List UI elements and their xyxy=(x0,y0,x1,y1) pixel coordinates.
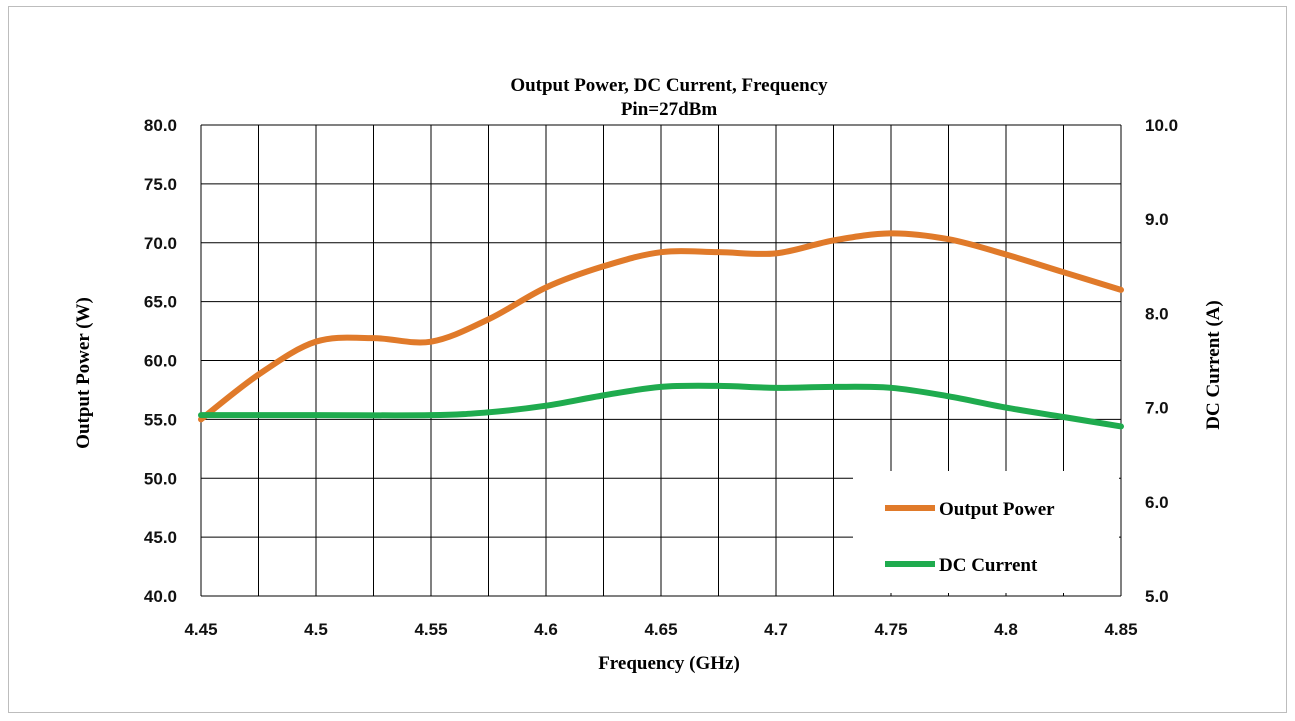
y2-tick-label: 7.0 xyxy=(1145,399,1169,418)
series-line-output-power xyxy=(198,230,1124,423)
legend-label-output-power: Output Power xyxy=(939,499,1055,520)
y2-tick-label: 5.0 xyxy=(1145,587,1169,606)
y-tick-label: 70.0 xyxy=(144,234,177,253)
tick-labels: 4.45 4.5 4.55 4.6 4.65 4.7 4.75 4.8 4.85 40.0 45.0… xyxy=(144,116,1178,639)
y-axis-title: Output Power (W) xyxy=(73,297,94,449)
chart: Output Power DC Current 4.45 4.5 4.55 4.6 4.6… xyxy=(73,75,1224,674)
x-tick-label: 4.5 xyxy=(304,620,328,639)
x-tick-label: 4.65 xyxy=(644,620,677,639)
x-tick-label: 4.45 xyxy=(184,620,217,639)
y2-tick-label: 6.0 xyxy=(1145,493,1169,512)
y-tick-label: 50.0 xyxy=(144,469,177,488)
series xyxy=(198,230,1124,430)
y2-axis-title: DC Current (A) xyxy=(1203,300,1224,429)
y-tick-label: 65.0 xyxy=(144,293,177,312)
y-tick-label: 40.0 xyxy=(144,587,177,606)
legend: Output Power DC Current xyxy=(885,499,1055,576)
x-tick-label: 4.6 xyxy=(534,620,558,639)
y-tick-label: 80.0 xyxy=(144,116,177,135)
x-axis-title: Frequency (GHz) xyxy=(598,653,740,674)
series-line-dc-current xyxy=(198,382,1124,430)
x-tick-label: 4.55 xyxy=(414,620,447,639)
y2-tick-label: 8.0 xyxy=(1145,304,1169,323)
x-tick-label: 4.85 xyxy=(1104,620,1137,639)
chart-subtitle: Pin=27dBm xyxy=(621,99,718,120)
chart-title: Output Power, DC Current, Frequency xyxy=(510,75,828,96)
y-tick-label: 45.0 xyxy=(144,528,177,547)
y-tick-label: 55.0 xyxy=(144,410,177,429)
y-tick-label: 75.0 xyxy=(144,175,177,194)
y2-tick-label: 9.0 xyxy=(1145,210,1169,229)
x-tick-label: 4.75 xyxy=(874,620,907,639)
y2-tick-label: 10.0 xyxy=(1145,116,1178,135)
legend-label-dc-current: DC Current xyxy=(939,555,1038,576)
y-tick-label: 60.0 xyxy=(144,352,177,371)
legend-box xyxy=(853,471,1119,593)
chart-frame: Output Power DC Current 4.45 4.5 4.55 4.6 4.6… xyxy=(8,6,1287,713)
x-tick-label: 4.8 xyxy=(994,620,1018,639)
x-tick-label: 4.7 xyxy=(764,620,788,639)
